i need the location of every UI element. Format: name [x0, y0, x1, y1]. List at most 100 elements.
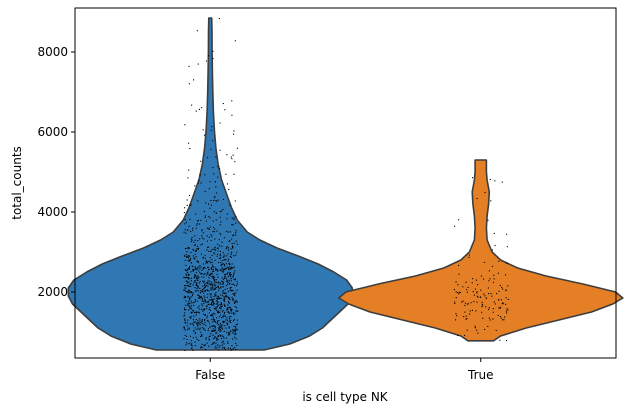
strip-point: [222, 281, 224, 283]
strip-point: [208, 250, 210, 252]
strip-point: [216, 306, 218, 308]
strip-point: [227, 253, 229, 255]
strip-point: [480, 275, 482, 277]
strip-point: [219, 282, 221, 284]
strip-point: [191, 312, 193, 314]
strip-point: [488, 307, 490, 309]
strip-point: [233, 130, 235, 132]
strip-point: [226, 280, 228, 282]
strip-point: [235, 329, 237, 331]
strip-point: [204, 301, 206, 303]
strip-point: [212, 287, 214, 289]
strip-point: [213, 252, 215, 254]
strip-point: [483, 278, 485, 280]
strip-point: [498, 299, 500, 301]
strip-point: [213, 275, 215, 277]
strip-point: [229, 272, 231, 274]
strip-point: [197, 182, 199, 184]
strip-point: [476, 292, 478, 294]
strip-point: [212, 334, 214, 336]
strip-point: [227, 271, 229, 273]
strip-point: [183, 212, 185, 214]
strip-point: [228, 262, 230, 264]
strip-point: [212, 301, 214, 303]
strip-point: [221, 260, 223, 262]
strip-point: [206, 342, 208, 344]
strip-point: [197, 287, 199, 289]
violin-false: [67, 17, 354, 351]
strip-point: [227, 296, 229, 298]
strip-point: [194, 274, 196, 276]
strip-point: [228, 297, 230, 299]
strip-point: [228, 188, 230, 190]
strip-point: [195, 314, 197, 316]
strip-point: [230, 308, 232, 310]
strip-point: [233, 302, 235, 304]
strip-point: [193, 330, 195, 332]
strip-point: [204, 329, 206, 331]
strip-point: [234, 279, 236, 281]
strip-point: [214, 249, 216, 251]
strip-point: [215, 303, 217, 305]
strip-point: [189, 283, 191, 285]
strip-point: [234, 336, 236, 338]
strip-point: [201, 297, 203, 299]
strip-point: [503, 319, 505, 321]
strip-point: [194, 253, 196, 255]
x-axis-label: is cell type NK: [302, 390, 388, 404]
strip-point: [184, 296, 186, 298]
strip-point: [204, 286, 206, 288]
strip-point: [185, 273, 187, 275]
strip-point: [198, 270, 200, 272]
strip-point: [201, 308, 203, 310]
strip-point: [236, 301, 238, 303]
strip-point: [229, 272, 231, 274]
strip-point: [214, 336, 216, 338]
strip-point: [208, 228, 210, 230]
y-tick-label: 6000: [37, 125, 68, 139]
strip-point: [222, 256, 224, 258]
strip-point: [232, 348, 234, 350]
strip-point: [188, 268, 190, 270]
strip-point: [222, 198, 224, 200]
strip-point: [502, 319, 504, 321]
strip-point: [212, 231, 214, 233]
strip-point: [184, 124, 186, 126]
strip-point: [190, 271, 192, 273]
strip-point: [195, 250, 197, 252]
strip-point: [209, 283, 211, 285]
strip-point: [235, 292, 237, 294]
strip-point: [196, 290, 198, 292]
strip-point: [213, 288, 215, 290]
strip-point: [234, 305, 236, 307]
strip-point: [199, 265, 201, 267]
strip-point: [207, 266, 209, 268]
strip-point: [194, 287, 196, 289]
strip-point: [214, 294, 216, 296]
strip-point: [205, 324, 207, 326]
strip-point: [237, 310, 239, 312]
strip-point: [222, 263, 224, 265]
strip-point: [216, 300, 218, 302]
strip-point: [193, 322, 195, 324]
strip-point: [197, 278, 199, 280]
strip-point: [500, 299, 502, 301]
strip-point: [196, 30, 198, 32]
strip-point: [214, 293, 216, 295]
strip-point: [500, 306, 502, 308]
strip-point: [235, 240, 237, 242]
strip-point: [506, 308, 508, 310]
strip-point: [235, 254, 237, 256]
strip-point: [191, 237, 193, 239]
strip-point: [197, 219, 199, 221]
strip-point: [209, 257, 211, 259]
strip-point: [215, 321, 217, 323]
strip-point: [228, 247, 230, 249]
strip-point: [459, 291, 461, 293]
strip-point: [224, 311, 226, 313]
strip-point: [226, 268, 228, 270]
strip-point: [500, 317, 502, 319]
strip-point: [209, 274, 211, 276]
strip-point: [211, 259, 213, 261]
strip-point: [202, 267, 204, 269]
